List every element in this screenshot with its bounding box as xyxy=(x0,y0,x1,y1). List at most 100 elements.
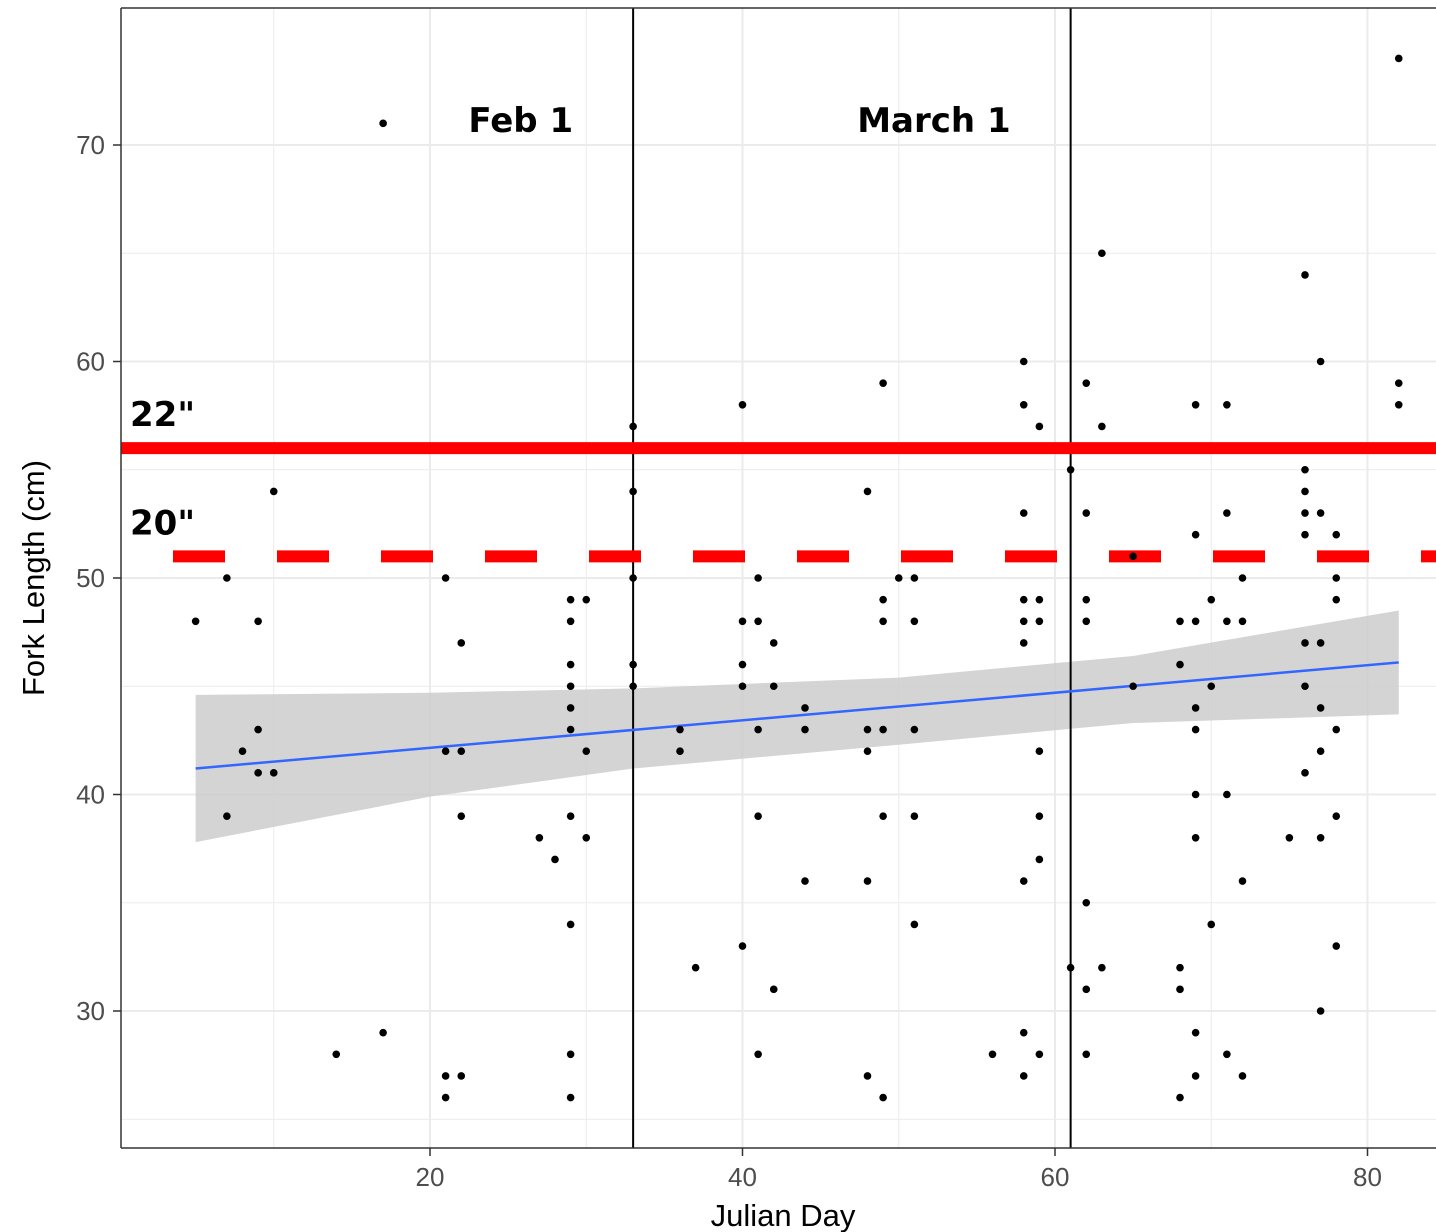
data-point xyxy=(1207,920,1216,929)
data-point xyxy=(1223,1050,1231,1059)
data-point xyxy=(1238,877,1247,885)
data-point xyxy=(1316,1007,1325,1015)
data-point xyxy=(457,812,466,820)
confidence-band xyxy=(195,610,1399,843)
data-point xyxy=(1301,530,1309,539)
data-point xyxy=(1332,725,1341,734)
data-point xyxy=(566,617,575,626)
data-point xyxy=(879,812,887,820)
data-point xyxy=(441,1093,450,1102)
data-point xyxy=(1035,747,1044,755)
vertical-line-label: Feb 1 xyxy=(468,101,573,141)
data-point xyxy=(1316,704,1325,712)
data-point xyxy=(754,725,762,734)
data-point xyxy=(1035,617,1044,626)
gridlines xyxy=(121,8,1436,1148)
data-point xyxy=(1301,271,1309,279)
data-point xyxy=(754,574,762,582)
data-point xyxy=(801,725,809,734)
data-point xyxy=(1316,357,1325,366)
data-point xyxy=(1019,1028,1028,1037)
data-point xyxy=(879,617,887,626)
data-point xyxy=(1082,509,1091,517)
data-point xyxy=(566,1050,575,1059)
data-point xyxy=(1301,639,1309,647)
data-point xyxy=(1191,1028,1200,1037)
data-point xyxy=(1332,530,1341,539)
data-point xyxy=(1176,1093,1184,1102)
data-point xyxy=(738,682,747,691)
data-point xyxy=(1223,509,1231,517)
data-point xyxy=(1129,682,1137,691)
data-point xyxy=(863,877,872,885)
data-point xyxy=(1019,509,1028,517)
data-point xyxy=(566,660,575,669)
data-point xyxy=(1301,465,1309,474)
data-point xyxy=(1191,834,1200,842)
data-point xyxy=(1191,1072,1200,1080)
trend-line-layer xyxy=(195,661,1399,770)
data-point xyxy=(566,595,575,604)
x-tick-label: 40 xyxy=(728,1162,757,1192)
data-point xyxy=(1176,963,1184,972)
annotation-labels: Feb 1 March 1 22" 20" xyxy=(130,101,1011,543)
data-point xyxy=(738,401,747,409)
data-point xyxy=(1238,617,1247,626)
data-point xyxy=(1332,595,1341,604)
data-point xyxy=(863,725,872,734)
data-point xyxy=(801,704,809,712)
data-point xyxy=(738,942,747,950)
data-point xyxy=(1301,487,1309,496)
y-tick-label: 70 xyxy=(76,130,105,160)
data-point xyxy=(910,574,919,582)
vertical-line-label: March 1 xyxy=(857,101,1010,141)
confidence-band-layer xyxy=(195,610,1399,843)
data-point xyxy=(566,682,575,691)
data-point xyxy=(457,639,466,647)
data-point xyxy=(879,595,887,604)
data-point xyxy=(738,617,747,626)
y-tick-label: 60 xyxy=(76,347,105,377)
data-point xyxy=(566,920,575,929)
data-point xyxy=(566,725,575,734)
data-point xyxy=(1019,617,1028,626)
data-point xyxy=(441,747,450,755)
y-tick-label: 40 xyxy=(76,780,105,810)
data-point xyxy=(676,747,684,755)
data-point xyxy=(566,704,575,712)
data-point xyxy=(238,747,247,755)
x-tick-label: 80 xyxy=(1353,1162,1382,1192)
data-point xyxy=(1316,639,1325,647)
data-point xyxy=(910,812,919,820)
data-point xyxy=(1066,963,1075,972)
data-point xyxy=(1019,877,1028,885)
data-point xyxy=(1191,725,1200,734)
data-point xyxy=(1098,249,1106,258)
data-point xyxy=(191,617,200,626)
y-axis-title: Fork Length (cm) xyxy=(16,460,51,696)
data-point xyxy=(894,574,903,582)
data-point xyxy=(910,617,919,626)
data-point xyxy=(223,574,231,582)
data-point xyxy=(1316,834,1325,842)
data-point xyxy=(1019,1072,1028,1080)
data-point xyxy=(457,747,466,755)
data-point xyxy=(1191,530,1200,539)
data-point xyxy=(1098,422,1106,431)
data-point xyxy=(769,682,778,691)
y-tick-label: 30 xyxy=(76,996,105,1026)
data-point xyxy=(988,1050,997,1059)
data-point xyxy=(1301,769,1309,777)
data-point xyxy=(1191,617,1200,626)
data-point xyxy=(629,682,637,691)
data-point xyxy=(879,1093,887,1102)
data-point xyxy=(379,1028,387,1037)
data-point xyxy=(1207,595,1216,604)
x-axis-title: Julian Day xyxy=(711,1198,856,1232)
data-point xyxy=(1394,401,1403,409)
data-point xyxy=(1019,401,1028,409)
data-point xyxy=(1301,509,1309,517)
data-point xyxy=(379,119,387,128)
data-point xyxy=(1082,617,1091,626)
limit-line-label: 20" xyxy=(130,503,195,543)
